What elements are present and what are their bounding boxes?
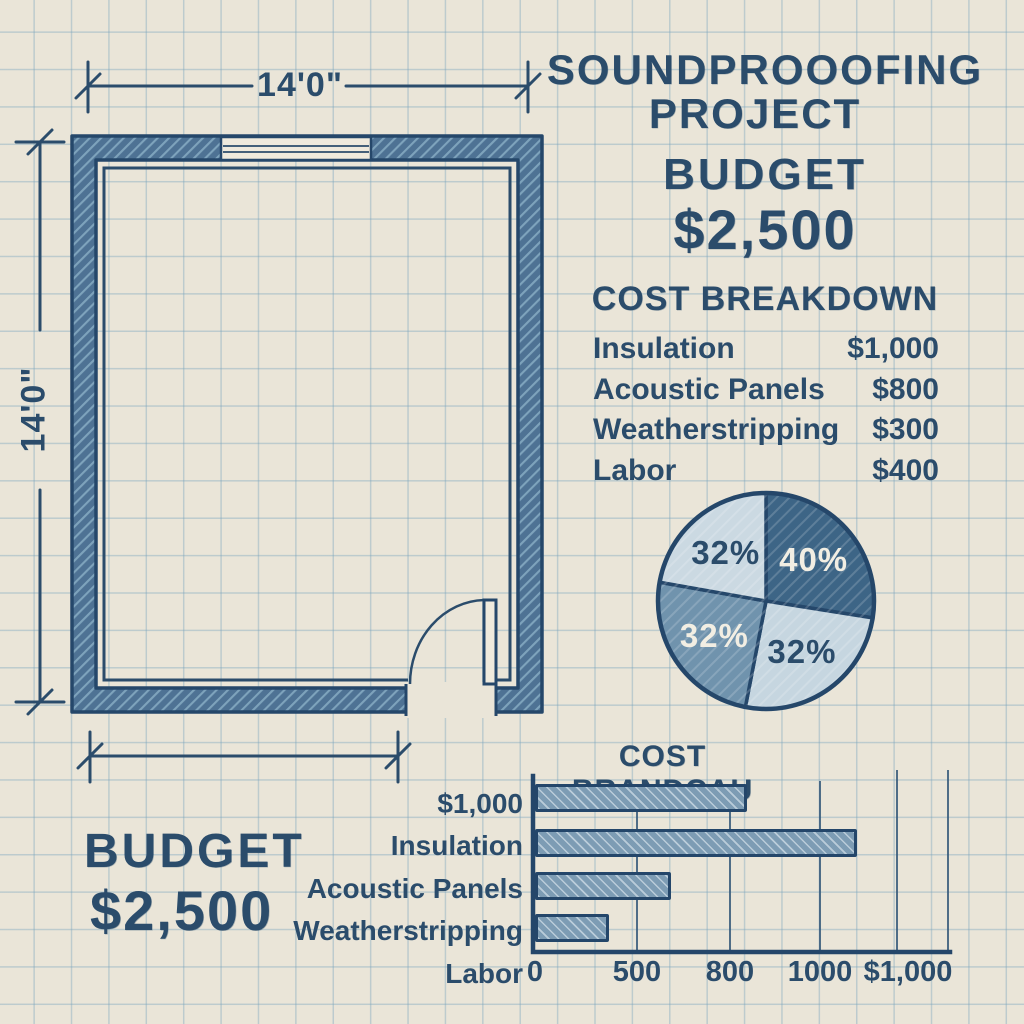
x-axis-tick-label: $1,000 (863, 956, 953, 988)
floor-plan-walls (70, 134, 544, 714)
bottom-dimension-line (76, 730, 412, 784)
pie-hatch-overlay (660, 495, 872, 707)
bar-chart-axes (530, 773, 953, 955)
cost-item-label: Acoustic Panels (593, 372, 825, 406)
cost-breakdown-row: Insulation $1,000 (593, 329, 939, 370)
pie-slice-label: 40% (779, 541, 849, 579)
bar (535, 784, 747, 812)
cost-breakdown-list: Insulation $1,000 Acoustic Panels $800 Weath… (593, 329, 939, 491)
project-title-line1: SOUNDPROOOFING (546, 46, 984, 93)
project-title-line2: PROJECT (648, 90, 862, 137)
x-axis-tick-label: 1000 (787, 956, 853, 988)
bar-row-label: Acoustic Panels (306, 873, 523, 904)
pie-slice-label: 32% (691, 534, 761, 571)
budget-heading: BUDGET (663, 150, 867, 199)
left-dimension-label: 14'0" (14, 366, 53, 453)
top-dimension-line (74, 60, 542, 114)
cost-item-value: $400 (872, 453, 939, 487)
bar (535, 829, 857, 857)
cost-item-value: $800 (872, 372, 939, 406)
x-axis-tick-label: 0 (526, 956, 544, 988)
cost-breakdown-row: Acoustic Panels $800 (593, 370, 939, 411)
pie-outline (655, 490, 877, 712)
door-leaf (482, 598, 498, 686)
inner-wall-face-line (102, 166, 512, 682)
cost-item-label: Labor (593, 453, 677, 487)
cost-item-value: $300 (872, 413, 939, 446)
budget-amount: $2,500 (673, 198, 857, 261)
pie-slice-label: 32% (767, 633, 837, 671)
left-dimension-line (14, 128, 66, 716)
cost-item-label: Weatherstripping (593, 413, 840, 446)
cost-breakdown-heading: COST BREAKDOWN (591, 280, 939, 318)
bar-row-label: Labor (445, 958, 523, 989)
x-axis-tick-label: 500 (612, 956, 662, 988)
bar (535, 872, 671, 900)
bar (535, 914, 609, 942)
cost-breakdown-row: Labor $400 (593, 451, 939, 492)
door-swing-arc (408, 598, 485, 685)
bar-row-label: Insulation (390, 830, 523, 861)
door-symbol (404, 598, 498, 718)
bar-row-label: $1,000 (437, 788, 523, 819)
bar-chart-gridlines (636, 770, 949, 950)
top-dimension-label: 14'0" (257, 66, 343, 104)
bar-row-label: Weatherstripping (293, 915, 523, 946)
cost-item-value: $1,000 (847, 332, 939, 365)
footer-budget-amount: $2,500 (90, 879, 274, 942)
footer-budget-heading: BUDGET (84, 825, 305, 878)
cost-item-label: Insulation (593, 332, 735, 365)
x-axis-tick-label: 800 (705, 956, 755, 988)
pie-slice-label: 32% (679, 617, 749, 655)
window-symbol (219, 135, 373, 162)
cost-breakdown-row: Weatherstripping $300 (593, 410, 939, 451)
